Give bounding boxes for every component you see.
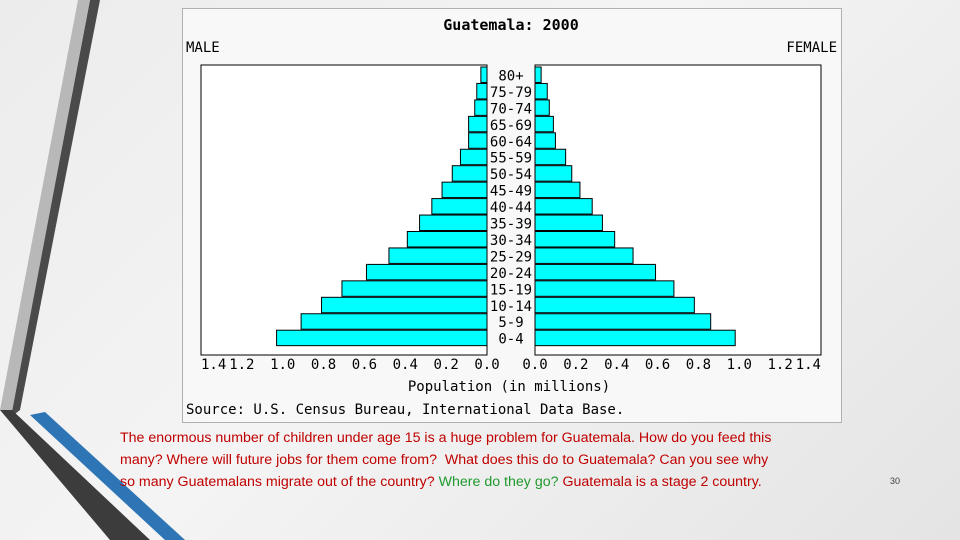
chart-svg: Guatemala: 2000 MALE FEMALE 80+75-7970-7… [186, 16, 837, 418]
female-bar-15-19 [534, 280, 675, 297]
female-bar-25-29 [534, 247, 634, 264]
female-bar-5-9 [534, 313, 712, 330]
male-bar-45-49 [441, 181, 488, 199]
male-bar-25-29 [388, 247, 488, 264]
age-group-label: 50-54 [490, 167, 532, 183]
age-group-label: 70-74 [490, 101, 532, 117]
male-bar-0-4 [276, 329, 488, 347]
x-tick-label-female: 0.8 [686, 357, 711, 373]
female-bar-10-14 [534, 296, 695, 314]
age-group-label: 40-44 [490, 200, 532, 216]
female-bar-80+ [534, 66, 542, 83]
male-bar-35-39 [419, 214, 488, 232]
dark-diagonal-bottom [0, 410, 150, 540]
age-group-label: 10-14 [490, 299, 532, 315]
x-tick-label-female: 0.6 [645, 357, 670, 373]
caption-segment: so many Guatemalans migrate out of the c… [120, 474, 439, 490]
caption-line: so many Guatemalans migrate out of the c… [120, 471, 890, 493]
x-tick-label-male: 0.0 [474, 357, 499, 373]
age-group-label: 35-39 [490, 217, 532, 233]
male-bar-40-44 [431, 198, 488, 215]
age-group-label: 80+ [498, 68, 523, 84]
female-bar-0-4 [534, 329, 736, 347]
x-tick-label-male: 1.2 [229, 357, 254, 373]
male-bar-75-79 [476, 82, 488, 100]
caption-segment: The enormous number of children under ag… [120, 430, 772, 446]
age-group-label: 60-64 [490, 134, 532, 150]
age-group-label: 45-49 [490, 184, 532, 200]
female-bar-65-69 [534, 115, 554, 133]
x-tick-label-male: 1.0 [270, 357, 295, 373]
age-group-label: 15-19 [490, 282, 532, 298]
age-group-label: 25-29 [490, 249, 532, 265]
x-tick-label-female: 0.2 [563, 357, 588, 373]
age-labels-layer: 80+75-7970-7465-6960-6455-5950-5445-4940… [490, 68, 532, 347]
chart-title: Guatemala: 2000 [443, 16, 578, 34]
x-tick-label-male: 1.4 [201, 357, 226, 373]
caption-highlight: Where do they go? [438, 474, 563, 490]
age-group-label: 5-9 [498, 315, 523, 331]
male-bar-5-9 [300, 313, 488, 330]
caption-text: The enormous number of children under ag… [120, 427, 890, 493]
caption-line: The enormous number of children under ag… [120, 427, 890, 449]
female-bar-35-39 [534, 214, 603, 232]
blue-diagonal-bottom [30, 412, 185, 540]
dark-accent-bar [10, 0, 100, 418]
male-bar-10-14 [321, 296, 488, 314]
age-group-label: 65-69 [490, 118, 532, 134]
x-tick-label-male: 0.4 [393, 357, 418, 373]
x-ticks-layer: 1.4 1.2 1.0 0.8 0.6 0.4 0.2 0.0 0.0 0.2 0.4 0.6 0.8 1… [201, 357, 821, 373]
x-tick-label-female: 1.2 [767, 357, 792, 373]
male-bar-60-64 [468, 132, 488, 149]
female-bar-60-64 [534, 132, 556, 149]
light-accent-bar [0, 0, 90, 412]
female-bar-30-34 [534, 231, 616, 248]
female-bar-20-24 [534, 263, 657, 281]
male-bar-65-69 [468, 115, 488, 133]
male-bar-70-74 [474, 99, 488, 116]
male-bar-30-34 [406, 231, 488, 248]
x-tick-label-female: 1.4 [796, 357, 821, 373]
page-number: 30 [890, 476, 901, 486]
male-bar-55-59 [459, 148, 488, 166]
female-bar-55-59 [534, 148, 567, 166]
male-bar-80+ [480, 66, 488, 83]
age-group-label: 75-79 [490, 85, 532, 101]
age-group-label: 20-24 [490, 266, 532, 282]
age-group-label: 30-34 [490, 233, 532, 249]
chart-source: Source: U.S. Census Bureau, Internationa… [186, 402, 624, 418]
female-bar-40-44 [534, 198, 593, 215]
female-bar-70-74 [534, 99, 550, 116]
male-label: MALE [186, 40, 220, 56]
x-tick-label-female: 0.4 [604, 357, 629, 373]
female-label: FEMALE [786, 40, 837, 56]
bars-layer [276, 66, 736, 347]
caption-line: many? Where will future jobs for them co… [120, 449, 890, 471]
age-group-label: 55-59 [490, 151, 532, 167]
male-bar-20-24 [365, 263, 488, 281]
male-bar-15-19 [341, 280, 488, 297]
male-bar-50-54 [451, 165, 488, 182]
x-tick-label-female: 1.0 [727, 357, 752, 373]
female-bar-45-49 [534, 181, 581, 199]
x-tick-label-male: 0.2 [433, 357, 458, 373]
x-tick-label-female: 0.0 [522, 357, 547, 373]
x-axis-label: Population (in millions) [408, 379, 610, 395]
female-bar-75-79 [534, 82, 548, 100]
age-group-label: 0-4 [498, 332, 523, 348]
population-pyramid-chart: Guatemala: 2000 MALE FEMALE 80+ 75-79 70-7… [182, 8, 842, 423]
x-tick-label-male: 0.8 [311, 357, 336, 373]
x-tick-label-male: 0.6 [352, 357, 377, 373]
caption-segment: many? Where will future jobs for them co… [120, 452, 769, 468]
female-bar-50-54 [534, 165, 573, 182]
caption-segment: Guatemala is a stage 2 country. [562, 474, 762, 490]
